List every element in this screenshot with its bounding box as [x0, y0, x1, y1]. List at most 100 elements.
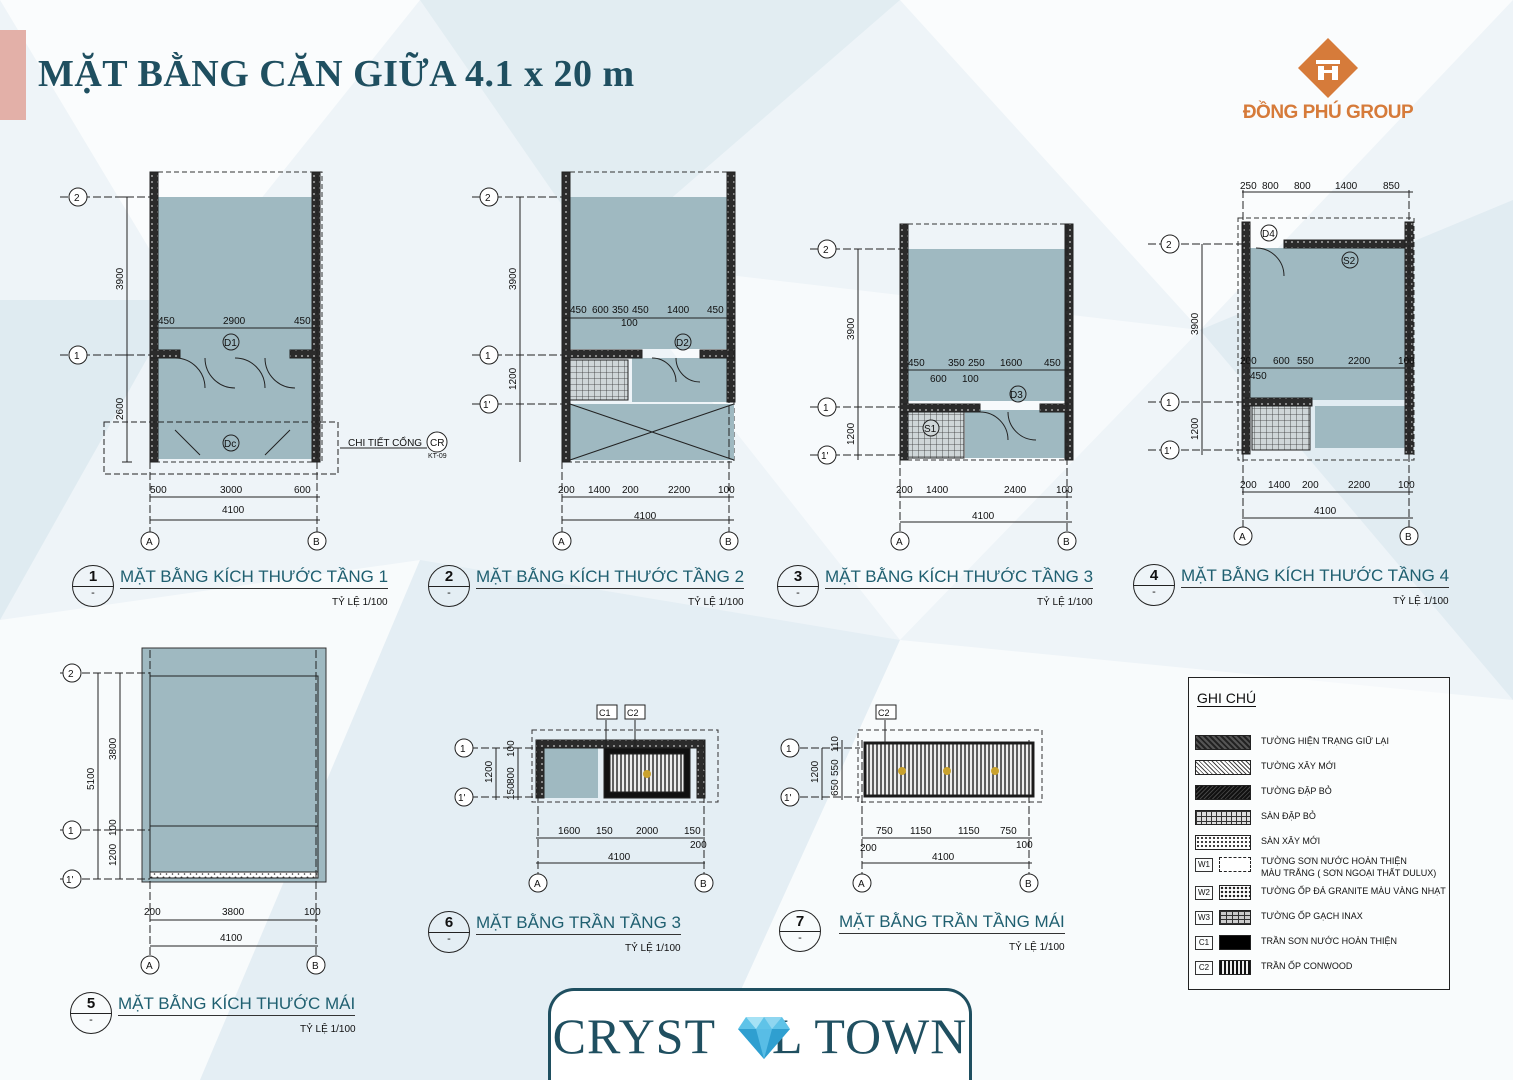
svg-text:1200: 1200 — [108, 843, 119, 866]
svg-text:100: 100 — [108, 819, 119, 836]
svg-text:250: 250 — [1240, 181, 1257, 192]
legend-swatch — [1219, 960, 1251, 975]
svg-text:350: 350 — [612, 305, 629, 316]
svg-text:C2: C2 — [627, 708, 639, 718]
svg-text:1: 1 — [74, 351, 80, 362]
svg-text:600: 600 — [930, 374, 947, 385]
svg-text:3800: 3800 — [222, 907, 245, 918]
svg-text:200: 200 — [690, 840, 707, 851]
plan-6-number-badge: 6 - — [428, 911, 470, 953]
svg-text:A: A — [534, 879, 541, 890]
svg-text:D2: D2 — [676, 338, 689, 349]
svg-text:B: B — [700, 879, 707, 890]
page-title: MẶT BẰNG CĂN GIỮA 4.1 x 20 m — [38, 53, 635, 95]
svg-text:4100: 4100 — [608, 852, 631, 863]
svg-text:D3: D3 — [1010, 390, 1023, 401]
svg-text:1400: 1400 — [1268, 480, 1291, 491]
svg-text:450: 450 — [158, 316, 175, 327]
svg-text:1: 1 — [823, 403, 829, 414]
svg-text:A: A — [558, 537, 565, 548]
svg-text:100: 100 — [962, 374, 979, 385]
legend-item: W3 TƯỜNG ỐP GẠCH INAX — [1189, 909, 1451, 927]
svg-text:100: 100 — [1056, 485, 1073, 496]
brand-text: CRYST L TOWN — [552, 1008, 968, 1064]
plan-1-title: MẶT BẰNG KÍCH THƯỚC TẦNG 1 — [120, 567, 389, 589]
legend-item: SÀN XÂY MỚI — [1189, 834, 1451, 852]
svg-text:A: A — [896, 537, 903, 548]
svg-text:CHI TIẾT CỔNG: CHI TIẾT CỔNG — [348, 436, 422, 449]
plan-6-drawing: 1 1' A B C1 C2 1200 100 800 150 1600 150 2000… — [454, 704, 719, 893]
legend-swatch — [1219, 910, 1251, 925]
svg-text:A: A — [1239, 532, 1246, 543]
svg-text:600: 600 — [294, 485, 311, 496]
svg-text:100: 100 — [1398, 356, 1415, 367]
svg-text:550: 550 — [830, 759, 841, 776]
plan-5-number-badge: 5 - — [70, 992, 112, 1034]
plan-7-title: MẶT BẰNG TRẦN TẦNG MÁI — [839, 912, 1065, 934]
plan-3-drawing: 2 1 1' A B D3 S1 450 350 250 1600 450 600 100 200… — [810, 223, 1077, 551]
svg-text:2: 2 — [485, 193, 491, 204]
svg-text:2400: 2400 — [1004, 485, 1027, 496]
svg-text:800: 800 — [506, 767, 517, 784]
svg-text:1400: 1400 — [1335, 181, 1358, 192]
svg-text:2: 2 — [823, 245, 829, 256]
svg-text:1200: 1200 — [484, 760, 495, 783]
svg-text:2: 2 — [68, 669, 74, 680]
svg-text:800: 800 — [1262, 181, 1279, 192]
plan-6-title: MẶT BẰNG TRẦN TẦNG 3 — [476, 913, 681, 935]
svg-text:200: 200 — [144, 907, 161, 918]
svg-text:A: A — [146, 961, 153, 972]
legend-swatch — [1195, 810, 1251, 825]
legend-swatch — [1195, 835, 1251, 850]
svg-text:2600: 2600 — [115, 397, 126, 420]
legend-title: GHI CHÚ — [1197, 690, 1257, 707]
logo-mark-icon — [1298, 38, 1358, 98]
svg-text:200: 200 — [1240, 356, 1257, 367]
svg-text:5100: 5100 — [86, 767, 97, 790]
svg-text:1: 1 — [1166, 398, 1172, 409]
svg-text:4100: 4100 — [220, 933, 243, 944]
legend-item: TƯỜNG ĐẬP BỎ — [1189, 784, 1451, 802]
svg-text:200: 200 — [860, 843, 877, 854]
legend-item: W2 TƯỜNG ỐP ĐÁ GRANITE MÀU VÀNG NHẠT — [1189, 884, 1451, 902]
svg-text:600: 600 — [1273, 356, 1290, 367]
svg-text:650: 650 — [830, 779, 841, 796]
crystal-town-brand: CRYST L TOWN — [548, 988, 972, 1080]
svg-text:A: A — [146, 537, 153, 548]
svg-text:100: 100 — [506, 740, 517, 757]
svg-text:250: 250 — [968, 358, 985, 369]
legend-swatch — [1219, 935, 1251, 950]
legend-item: TƯỜNG XÂY MỚI — [1189, 759, 1451, 777]
svg-text:3900: 3900 — [846, 317, 857, 340]
svg-text:2200: 2200 — [668, 485, 691, 496]
svg-text:200: 200 — [896, 485, 913, 496]
svg-text:D1: D1 — [224, 338, 237, 349]
svg-text:B: B — [725, 537, 732, 548]
svg-text:B: B — [1025, 879, 1032, 890]
plan-7-scale: TỶ LỆ 1/100 — [1009, 942, 1065, 953]
svg-text:1200: 1200 — [508, 367, 519, 390]
svg-text:450: 450 — [707, 305, 724, 316]
legend-swatch — [1195, 785, 1251, 800]
plan-1-scale: TỶ LỆ 1/100 — [332, 597, 388, 608]
svg-text:1150: 1150 — [958, 826, 980, 837]
svg-text:2: 2 — [1166, 240, 1172, 251]
svg-text:150: 150 — [506, 783, 517, 800]
svg-text:450: 450 — [570, 305, 587, 316]
svg-text:800: 800 — [1294, 181, 1311, 192]
svg-text:450: 450 — [908, 358, 925, 369]
svg-text:450: 450 — [1044, 358, 1061, 369]
svg-text:200: 200 — [1240, 480, 1257, 491]
svg-text:1: 1 — [786, 744, 792, 755]
svg-text:350: 350 — [948, 358, 965, 369]
plan-5-scale: TỶ LỆ 1/100 — [300, 1024, 356, 1035]
svg-text:Dc: Dc — [224, 439, 236, 450]
svg-text:100: 100 — [304, 907, 321, 918]
plan-4-scale: TỶ LỆ 1/100 — [1393, 596, 1449, 607]
plan-6-scale: TỶ LỆ 1/100 — [625, 943, 681, 954]
plan-7-drawing: 1 1' A B C2 1200 110 550 650 750 1150 1150 75… — [780, 704, 1043, 893]
svg-text:2900: 2900 — [223, 316, 246, 327]
plan-4-title: MẶT BẰNG KÍCH THƯỚC TẦNG 4 — [1181, 566, 1450, 588]
